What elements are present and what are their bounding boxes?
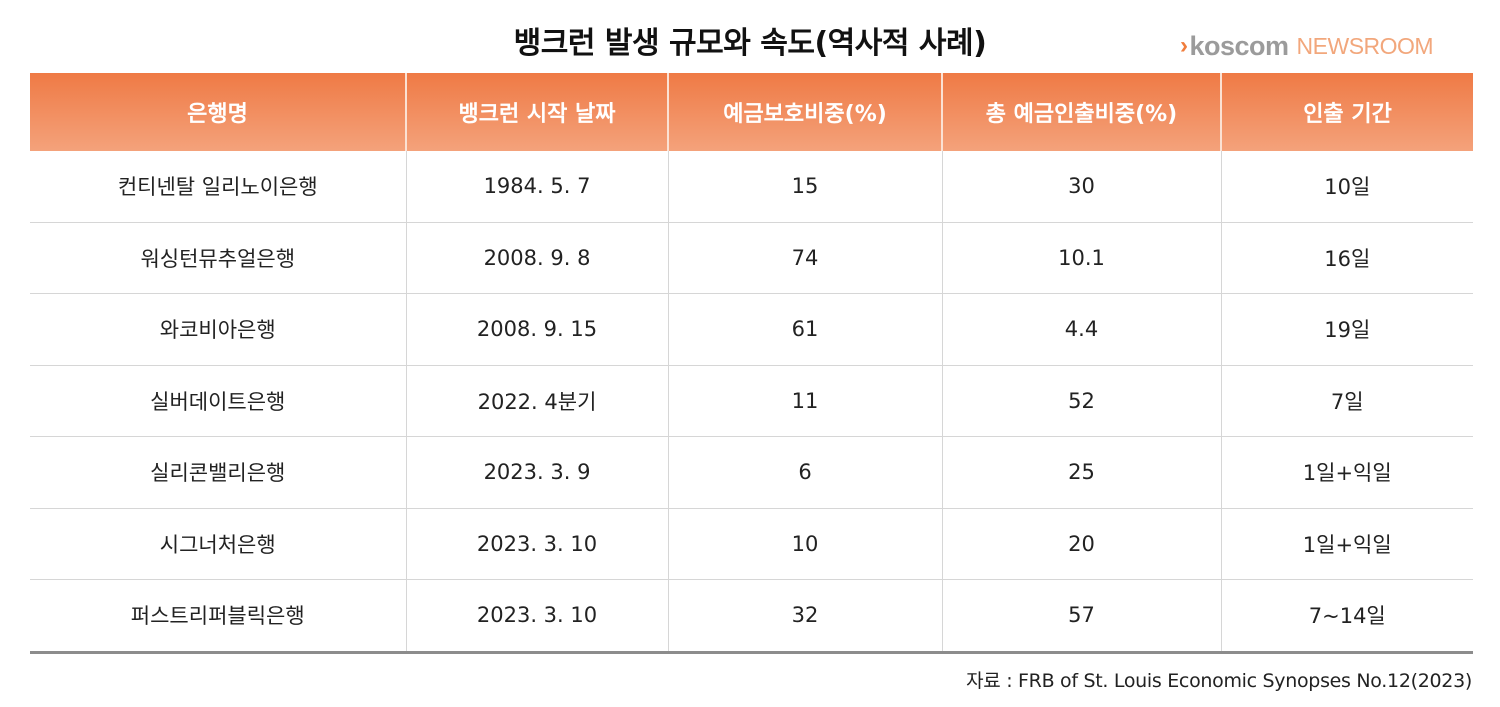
koscom-newsroom-logo: › koscom NEWSROOM <box>1180 28 1434 64</box>
table-row: 퍼스트리퍼블릭은행 2023. 3. 10 32 57 7~14일 <box>30 579 1473 654</box>
cell-total-withdrawal: 4.4 <box>941 293 1221 366</box>
table-row: 실리콘밸리은행 2023. 3. 9 6 25 1일+익일 <box>30 436 1473 509</box>
page-title: 뱅크런 발생 규모와 속도(역사적 사례) <box>513 26 987 61</box>
cell-total-withdrawal: 30 <box>941 151 1221 223</box>
cell-start-date: 2023. 3. 10 <box>405 508 668 580</box>
cell-bank-name: 와코비아은행 <box>30 293 406 366</box>
table-row: 워싱턴뮤추얼은행 2008. 9. 8 74 10.1 16일 <box>30 222 1473 294</box>
cell-withdrawal-period: 7일 <box>1220 365 1473 437</box>
logo-suffix: NEWSROOM <box>1296 32 1434 59</box>
cell-deposit-protection: 15 <box>667 151 942 223</box>
cell-deposit-protection: 74 <box>667 222 942 294</box>
cell-bank-name: 시그너처은행 <box>30 508 406 580</box>
cell-deposit-protection: 32 <box>667 579 942 654</box>
header-deposit-protection: 예금보호비중(%) <box>667 73 942 151</box>
chevron-right-icon: › <box>1180 32 1188 59</box>
cell-start-date: 2023. 3. 9 <box>405 436 668 509</box>
cell-withdrawal-period: 19일 <box>1220 293 1473 366</box>
header-bank-name: 은행명 <box>30 73 406 151</box>
cell-total-withdrawal: 25 <box>941 436 1221 509</box>
table-header-row: 은행명 뱅크런 시작 날짜 예금보호비중(%) 총 예금인출비중(%) 인출 기… <box>30 73 1473 151</box>
cell-bank-name: 워싱턴뮤추얼은행 <box>30 222 406 294</box>
cell-deposit-protection: 10 <box>667 508 942 580</box>
bank-run-table: 은행명 뱅크런 시작 날짜 예금보호비중(%) 총 예금인출비중(%) 인출 기… <box>30 73 1473 654</box>
source-note: 자료 : FRB of St. Louis Economic Synopses … <box>966 670 1472 692</box>
cell-start-date: 2008. 9. 8 <box>405 222 668 294</box>
table-row: 시그너처은행 2023. 3. 10 10 20 1일+익일 <box>30 508 1473 580</box>
cell-withdrawal-period: 1일+익일 <box>1220 436 1473 509</box>
logo-brand: koscom <box>1189 30 1290 61</box>
cell-start-date: 1984. 5. 7 <box>405 151 668 223</box>
cell-withdrawal-period: 7~14일 <box>1220 579 1473 654</box>
cell-bank-name: 컨티넨탈 일리노이은행 <box>30 151 406 223</box>
cell-deposit-protection: 11 <box>667 365 942 437</box>
cell-total-withdrawal: 10.1 <box>941 222 1221 294</box>
cell-withdrawal-period: 10일 <box>1220 151 1473 223</box>
cell-bank-name: 실리콘밸리은행 <box>30 436 406 509</box>
cell-total-withdrawal: 57 <box>941 579 1221 654</box>
table-row: 컨티넨탈 일리노이은행 1984. 5. 7 15 30 10일 <box>30 151 1473 223</box>
cell-bank-name: 퍼스트리퍼블릭은행 <box>30 579 406 654</box>
cell-deposit-protection: 6 <box>667 436 942 509</box>
cell-start-date: 2008. 9. 15 <box>405 293 668 366</box>
cell-total-withdrawal: 20 <box>941 508 1221 580</box>
cell-bank-name: 실버데이트은행 <box>30 365 406 437</box>
cell-start-date: 2022. 4분기 <box>405 365 668 437</box>
table-row: 와코비아은행 2008. 9. 15 61 4.4 19일 <box>30 293 1473 366</box>
header-total-withdrawal: 총 예금인출비중(%) <box>941 73 1221 151</box>
table-row: 실버데이트은행 2022. 4분기 11 52 7일 <box>30 365 1473 437</box>
cell-start-date: 2023. 3. 10 <box>405 579 668 654</box>
header-start-date: 뱅크런 시작 날짜 <box>405 73 668 151</box>
cell-withdrawal-period: 1일+익일 <box>1220 508 1473 580</box>
cell-withdrawal-period: 16일 <box>1220 222 1473 294</box>
cell-deposit-protection: 61 <box>667 293 942 366</box>
header-withdrawal-period: 인출 기간 <box>1220 73 1473 151</box>
cell-total-withdrawal: 52 <box>941 365 1221 437</box>
